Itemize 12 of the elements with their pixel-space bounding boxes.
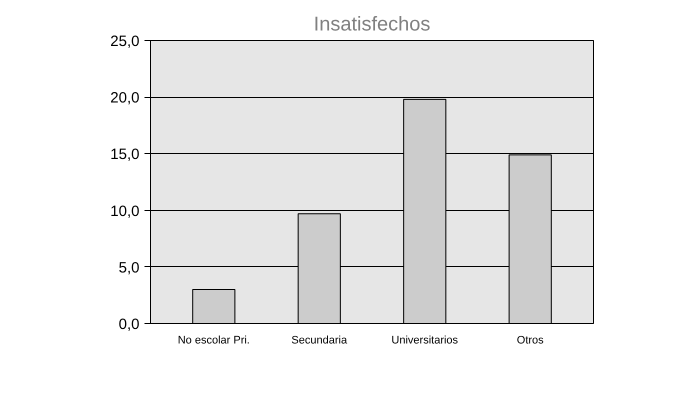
y-tick-label: 15,0: [110, 146, 140, 164]
chart-title: Insatisfechos: [314, 14, 430, 36]
x-tick-label: Secundaria: [291, 334, 348, 346]
y-tick-label: 5,0: [118, 259, 140, 276]
x-tick-label: Otros: [516, 334, 544, 346]
bar: [192, 289, 236, 324]
y-tick-label: 0,0: [118, 316, 140, 333]
x-tick-label: Universitarios: [391, 334, 459, 346]
y-tick-label: 25,0: [110, 33, 140, 50]
y-tick-label: 20,0: [110, 90, 140, 107]
y-tick-label: 10,0: [110, 202, 140, 220]
x-tick-label: No escolar Pri.: [178, 334, 250, 346]
